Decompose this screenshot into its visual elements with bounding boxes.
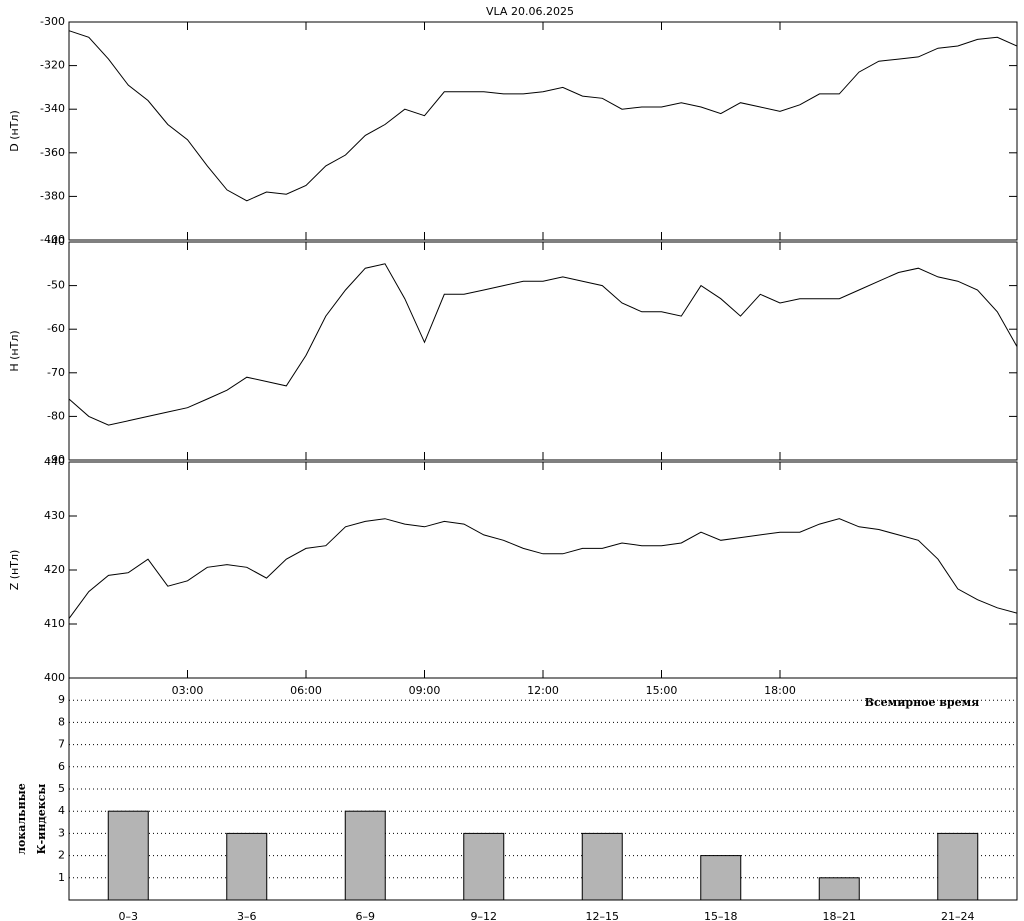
x-tick-label: 18–21: [823, 910, 857, 921]
x-tick-label: 21–24: [941, 910, 975, 921]
x-tick-label: 18:00: [764, 684, 796, 697]
y-axis-label: локальные: [15, 783, 28, 854]
bar: [463, 832, 505, 901]
bar: [700, 855, 742, 901]
x-tick-label: 03:00: [172, 684, 204, 697]
x-tick-label: 0–3: [119, 910, 139, 921]
x-tick-label: 06:00: [290, 684, 322, 697]
y-tick-label: 430: [44, 509, 65, 522]
y-tick-label: -400: [40, 233, 65, 246]
y-axis-label: К-индексы: [35, 784, 48, 855]
y-tick-label: 440: [44, 455, 65, 468]
y-tick-label: 7: [58, 738, 65, 751]
y-tick-label: 3: [58, 826, 65, 839]
panel-frame: [68, 21, 1018, 241]
bar: [344, 810, 386, 901]
data-line: [68, 30, 1018, 202]
x-tick-label: 15–18: [704, 910, 738, 921]
y-tick-label: 400: [44, 671, 65, 684]
y-tick-label: 420: [44, 563, 65, 576]
x-tick-label: 3–6: [237, 910, 257, 921]
chart-title: VLA 20.06.2025: [486, 5, 574, 18]
panel-frame: [68, 241, 1018, 461]
y-tick-label: -80: [47, 409, 65, 422]
y-axis-label: H (нТл): [8, 330, 21, 371]
y-tick-label: 8: [58, 715, 65, 728]
y-tick-label: -320: [40, 59, 65, 72]
bar: [581, 832, 623, 901]
y-axis-label: D (нТл): [8, 110, 21, 152]
y-tick-label: -380: [40, 189, 65, 202]
y-tick-label: 410: [44, 617, 65, 630]
x-axis-label: Всемирное время: [865, 696, 980, 709]
x-tick-label: 12:00: [527, 684, 559, 697]
y-tick-label: -360: [40, 146, 65, 159]
x-tick-label: 9–12: [471, 910, 498, 921]
data-line: [68, 518, 1018, 619]
y-tick-label: -300: [40, 15, 65, 28]
y-tick-label: -70: [47, 366, 65, 379]
y-tick-label: -50: [47, 279, 65, 292]
panel-frame: [68, 677, 1018, 901]
y-tick-label: 5: [58, 782, 65, 795]
x-tick-label: 12–15: [586, 910, 620, 921]
y-axis-label: Z (нТл): [8, 550, 21, 591]
y-tick-label: -40: [47, 235, 65, 248]
y-tick-label: 9: [58, 693, 65, 706]
y-tick-label: -60: [47, 322, 65, 335]
data-line: [68, 263, 1018, 426]
panel-frame: [68, 461, 1018, 679]
x-tick-label: 6–9: [356, 910, 376, 921]
y-tick-label: -340: [40, 102, 65, 115]
bar: [107, 810, 149, 901]
y-tick-label: 6: [58, 760, 65, 773]
y-tick-label: 2: [58, 849, 65, 862]
bar: [937, 832, 979, 901]
bar: [226, 832, 268, 901]
bar: [818, 877, 860, 901]
x-tick-label: 15:00: [646, 684, 678, 697]
y-tick-label: 4: [58, 804, 65, 817]
y-tick-label: -90: [47, 453, 65, 466]
y-tick-label: 1: [58, 871, 65, 884]
x-tick-label: 09:00: [409, 684, 441, 697]
